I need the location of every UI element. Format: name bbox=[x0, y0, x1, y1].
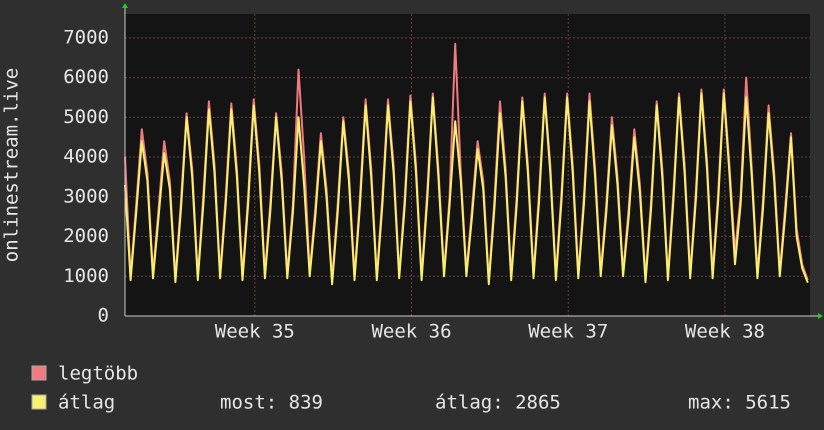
y-axis-label: onlinestream.live bbox=[1, 68, 23, 262]
axis-arrow bbox=[818, 313, 823, 319]
summary-stat: most: 839 bbox=[220, 392, 323, 414]
y-tick-label: 5000 bbox=[63, 106, 109, 128]
axis-arrow bbox=[122, 3, 128, 8]
x-tick-label: Week 36 bbox=[371, 321, 451, 343]
y-tick-label: 0 bbox=[98, 305, 109, 327]
summary-stat: max: 5615 bbox=[688, 392, 791, 414]
legend-label: legtöbb bbox=[58, 363, 138, 385]
legend-swatch bbox=[31, 365, 47, 381]
y-tick-label: 6000 bbox=[63, 66, 109, 88]
y-tick-label: 3000 bbox=[63, 185, 109, 207]
x-tick-label: Week 37 bbox=[528, 321, 608, 343]
summary-stat: átlag: 2865 bbox=[435, 392, 561, 414]
legend-swatch bbox=[31, 394, 47, 410]
y-tick-label: 2000 bbox=[63, 225, 109, 247]
legend-label: átlag bbox=[58, 392, 115, 414]
y-tick-label: 1000 bbox=[63, 265, 109, 287]
y-tick-label: 4000 bbox=[63, 146, 109, 168]
series-line bbox=[124, 92, 809, 286]
y-tick-label: 7000 bbox=[63, 26, 109, 48]
x-tick-label: Week 38 bbox=[685, 321, 765, 343]
x-tick-label: Week 35 bbox=[215, 321, 295, 343]
